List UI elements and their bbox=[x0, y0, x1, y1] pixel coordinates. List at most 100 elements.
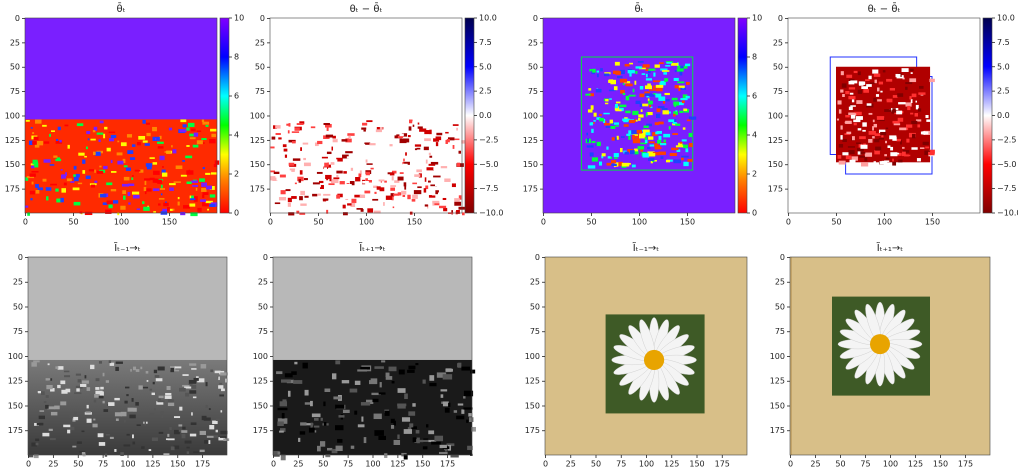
image-pixel bbox=[132, 407, 137, 412]
image-pixel bbox=[206, 435, 214, 438]
image-pixel bbox=[468, 413, 473, 417]
image-pixel bbox=[603, 73, 610, 77]
image-pixel bbox=[63, 370, 70, 373]
image-pixel bbox=[207, 208, 209, 211]
image-pixel bbox=[157, 146, 164, 149]
image-pixel bbox=[338, 415, 345, 418]
y-tick-label: 175 bbox=[8, 426, 23, 435]
image-pixel bbox=[613, 153, 619, 158]
image-pixel bbox=[299, 212, 306, 215]
x-tick-label: 125 bbox=[908, 460, 923, 469]
image-pixel bbox=[300, 203, 307, 206]
y-tick-label: 25 bbox=[13, 278, 23, 287]
colorbar-tick-label: −5.0 bbox=[479, 160, 498, 169]
image-pixel bbox=[593, 112, 597, 117]
colorbar-tick-label: −5.0 bbox=[997, 160, 1016, 169]
image-pixel bbox=[100, 193, 107, 198]
image-pixel bbox=[39, 410, 45, 412]
image-pixel bbox=[461, 140, 467, 144]
image-pixel bbox=[129, 414, 136, 419]
image-pixel bbox=[70, 181, 75, 183]
image-pixel bbox=[635, 70, 638, 74]
image-pixel bbox=[446, 138, 450, 143]
image-pixel bbox=[634, 118, 637, 122]
image-pixel bbox=[65, 388, 71, 393]
image-pixel bbox=[304, 195, 309, 198]
image-pixel bbox=[397, 176, 404, 181]
image-pixel bbox=[205, 382, 208, 387]
image-pixel bbox=[610, 156, 613, 159]
image-pixel bbox=[862, 129, 866, 132]
image-pixel bbox=[206, 185, 213, 190]
image-pixel bbox=[75, 373, 82, 376]
image-pixel bbox=[193, 377, 199, 381]
image-pixel bbox=[159, 135, 162, 140]
y-tick-label: 175 bbox=[250, 185, 265, 194]
image-pixel bbox=[140, 366, 143, 370]
image-pixel bbox=[403, 182, 407, 187]
image-pixel bbox=[82, 170, 86, 174]
image-pixel bbox=[385, 376, 393, 380]
image-pixel bbox=[425, 173, 431, 175]
image-pixel bbox=[412, 403, 416, 407]
image-pixel bbox=[884, 109, 892, 112]
image-pixel bbox=[162, 166, 164, 168]
colorbar-tick-label: 5.0 bbox=[997, 62, 1010, 71]
image-pixel bbox=[319, 441, 326, 447]
image-pixel bbox=[408, 126, 412, 131]
image-pixel bbox=[412, 124, 415, 127]
image-pixel bbox=[600, 68, 603, 72]
image-pixel bbox=[287, 130, 290, 134]
image-pixel bbox=[905, 82, 913, 85]
image-pixel bbox=[288, 162, 295, 166]
image-pixel bbox=[331, 448, 338, 454]
image-pixel bbox=[384, 195, 387, 198]
image-pixel bbox=[627, 70, 635, 74]
image-pixel bbox=[129, 157, 136, 160]
image-pixel bbox=[213, 164, 217, 168]
image-pixel bbox=[614, 103, 619, 109]
image-pixel bbox=[34, 144, 40, 148]
image-pixel bbox=[339, 181, 345, 185]
image-pixel bbox=[428, 430, 435, 435]
image-pixel bbox=[649, 144, 657, 147]
image-pixel bbox=[855, 116, 863, 120]
x-tick-label: 100 bbox=[365, 460, 380, 469]
image-pixel bbox=[275, 132, 281, 135]
image-pixel bbox=[438, 451, 448, 455]
image-pixel bbox=[847, 146, 856, 148]
image-pixel bbox=[682, 127, 686, 130]
image-pixel bbox=[55, 366, 59, 369]
image-pixel bbox=[296, 123, 304, 125]
image-pixel bbox=[210, 369, 214, 373]
image-pixel bbox=[900, 140, 902, 145]
image-pixel bbox=[850, 80, 858, 84]
image-pixel bbox=[325, 454, 331, 458]
image-pixel bbox=[685, 63, 691, 67]
colorbar-tick-label: 8 bbox=[752, 53, 757, 62]
image-pixel bbox=[168, 127, 173, 131]
image-pixel bbox=[309, 191, 312, 194]
image-pixel bbox=[840, 71, 844, 76]
x-tick-label: 75 bbox=[343, 460, 353, 469]
image-pixel bbox=[75, 173, 80, 178]
image-pixel bbox=[279, 401, 288, 407]
image-pixel bbox=[906, 138, 910, 143]
y-tick-label: 150 bbox=[525, 401, 540, 410]
image-pixel bbox=[73, 176, 79, 182]
image-pixel bbox=[613, 157, 618, 159]
image-pixel bbox=[366, 189, 374, 192]
image-pixel bbox=[635, 100, 641, 105]
image-pixel bbox=[679, 87, 687, 90]
image-pixel bbox=[209, 194, 216, 198]
image-pixel bbox=[146, 132, 151, 137]
image-pixel bbox=[45, 395, 49, 398]
image-pixel bbox=[328, 168, 334, 171]
image-pixel bbox=[302, 142, 309, 145]
image-pixel bbox=[190, 180, 199, 183]
image-pixel bbox=[878, 81, 884, 85]
image-pixel bbox=[116, 152, 123, 156]
image-pixel bbox=[681, 139, 687, 142]
image-pixel bbox=[106, 147, 111, 152]
image-pixel bbox=[182, 374, 189, 376]
